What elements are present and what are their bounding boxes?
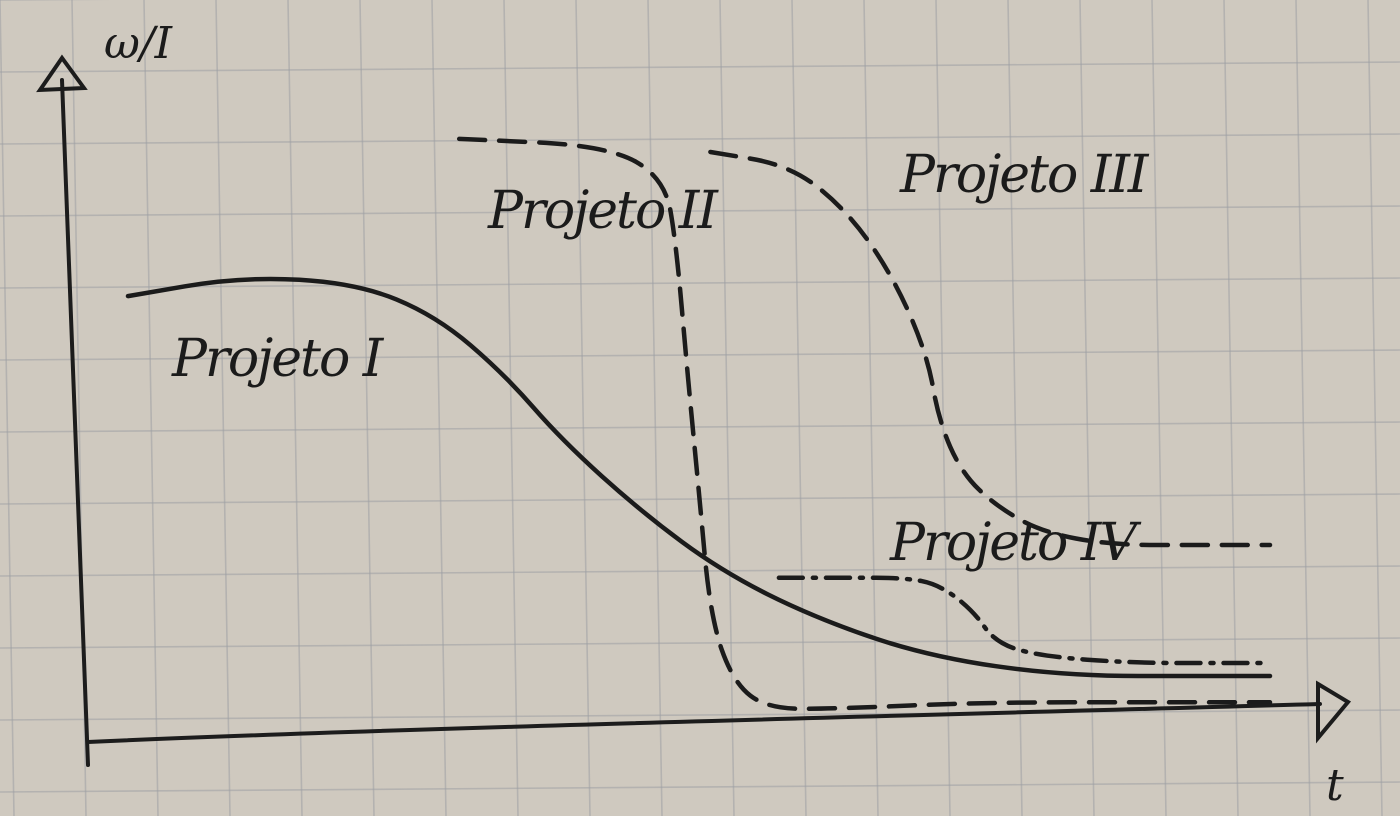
grid-line-horizontal (0, 61, 1400, 73)
grid-line-vertical (1367, 0, 1383, 816)
series-label-projeto-iii: Projeto III (899, 145, 1150, 205)
y-axis (60, 78, 90, 767)
grid-line-vertical (503, 0, 519, 816)
grid-line-vertical (0, 0, 15, 816)
series-label-projeto-iv: Projeto IV (889, 513, 1141, 573)
grid-line-vertical (575, 0, 591, 816)
series-label-projeto-ii: Projeto II (487, 181, 719, 241)
grid-line-vertical (647, 0, 663, 816)
grid-line-vertical (431, 0, 447, 816)
grid-line-vertical (215, 0, 231, 816)
y-axis-label-text: ω/I (104, 18, 174, 69)
grid-line-horizontal (0, 349, 1400, 361)
series-line-3 (708, 149, 1273, 548)
series-line-1 (125, 276, 1273, 679)
y-axis-label: ω/I (104, 18, 174, 69)
grid-line-vertical (863, 0, 879, 816)
grid-line-vertical (1007, 0, 1023, 816)
grid-line-horizontal (0, 205, 1400, 217)
grid-line-vertical (1223, 0, 1239, 816)
grid-line-vertical (359, 0, 375, 816)
axes (36, 54, 1352, 767)
series-line-4 (776, 575, 1273, 666)
grid-line-vertical (143, 0, 159, 816)
grid-line-vertical (1295, 0, 1311, 816)
grid-line-vertical (1151, 0, 1167, 816)
x-axis (86, 702, 1322, 744)
x-axis-arrowhead (1316, 680, 1352, 744)
grid-line-vertical (287, 0, 303, 816)
series-line-2 (456, 136, 1273, 712)
y-axis-arrowhead (36, 54, 88, 93)
grid-line-vertical (935, 0, 951, 816)
grid-line-vertical (1079, 0, 1095, 816)
grid-line-horizontal (0, 781, 1400, 793)
grid-line-vertical (719, 0, 735, 816)
grid-line-horizontal (0, 709, 1400, 721)
grid-line-horizontal (0, 565, 1400, 577)
grid-line-horizontal (0, 637, 1400, 649)
grid-line-horizontal (0, 277, 1400, 289)
grid-line-vertical (791, 0, 807, 816)
grid-line-horizontal (0, 421, 1400, 433)
series-label-projeto-i: Projeto I (171, 329, 385, 389)
x-axis-label: t (1326, 760, 1344, 811)
grid-line-horizontal (0, 133, 1400, 145)
series-layer (125, 136, 1273, 712)
